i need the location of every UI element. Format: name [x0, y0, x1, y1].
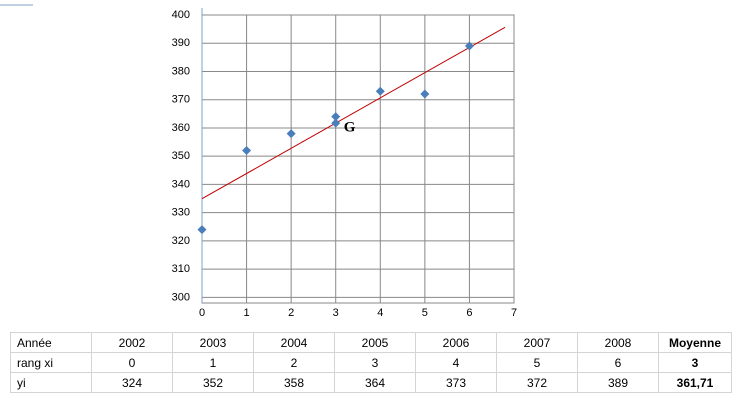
point [242, 146, 252, 156]
data-table: Année 2002 2003 2004 2005 2006 2007 2008 Moyenne… [10, 332, 732, 393]
plot-area [201, 14, 515, 304]
table-cell: 2002 [91, 332, 173, 353]
y-tick-label: 320 [172, 235, 190, 247]
y-tick-label: 350 [172, 150, 190, 162]
table-cell: 6 [577, 352, 659, 373]
annotation: G [344, 120, 356, 136]
table-cell: 361,71 [658, 372, 732, 393]
y-tick-label: 370 [172, 94, 190, 106]
point [286, 129, 296, 139]
x-tick-label: 3 [333, 307, 339, 319]
table-cell: yi [10, 372, 92, 393]
table-cell: 2004 [253, 332, 335, 353]
x-tick-label: 4 [377, 307, 383, 319]
table-cell: 4 [415, 352, 497, 373]
point [375, 86, 385, 96]
table-row: Année 2002 2003 2004 2005 2006 2007 2008 Moyenne [10, 332, 732, 353]
table-cell: 0 [91, 352, 173, 373]
y-tick-label: 380 [172, 65, 190, 77]
x-tick-label: 6 [466, 307, 472, 319]
table-cell: 352 [172, 372, 254, 393]
y-tick-label: 400 [172, 9, 190, 21]
y-tick-label: 310 [172, 263, 190, 275]
x-tick-label: 1 [244, 307, 250, 319]
y-tick-label: 340 [172, 178, 190, 190]
table-cell: rang xi [10, 352, 92, 373]
table-cell: 373 [415, 372, 497, 393]
table-cell: 324 [91, 372, 173, 393]
x-tick-label: 2 [288, 307, 294, 319]
table-cell: 364 [334, 372, 416, 393]
table-cell: 3 [658, 352, 732, 373]
table-cell: 2006 [415, 332, 497, 353]
point [197, 225, 207, 235]
point [464, 41, 474, 51]
table-cell: Moyenne [658, 332, 732, 353]
x-tick-label: 5 [422, 307, 428, 319]
table-row: yi 324 352 358 364 373 372 389 361,71 [10, 372, 732, 393]
point [331, 112, 341, 122]
table-cell: 5 [496, 352, 578, 373]
point [420, 89, 430, 99]
table-cell: 372 [496, 372, 578, 393]
chart: 300 310 320 330 340 350 360 370 380 390 400 0 1 2 3 4 5 6… [0, 4, 517, 319]
table-cell: 1 [172, 352, 254, 373]
table-cell: 2007 [496, 332, 578, 353]
y-tick-label: 390 [172, 37, 190, 49]
table-cell: Année [10, 332, 92, 353]
y-tick-label: 300 [172, 291, 190, 303]
x-tick-label: 7 [511, 307, 517, 319]
table-cell: 2 [253, 352, 335, 373]
table-row: rang xi 0 1 2 3 4 5 6 3 [10, 352, 732, 373]
table-cell: 2005 [334, 332, 416, 353]
y-tick-label: 330 [172, 207, 190, 219]
table-cell: 3 [334, 352, 416, 373]
table-cell: 2008 [577, 332, 659, 353]
table-cell: 358 [253, 372, 335, 393]
y-tick-label: 360 [172, 122, 190, 134]
trendline [201, 26, 506, 200]
x-tick-label: 0 [199, 307, 205, 319]
table-cell: 2003 [172, 332, 254, 353]
point-g [331, 118, 341, 128]
table-cell: 389 [577, 372, 659, 393]
